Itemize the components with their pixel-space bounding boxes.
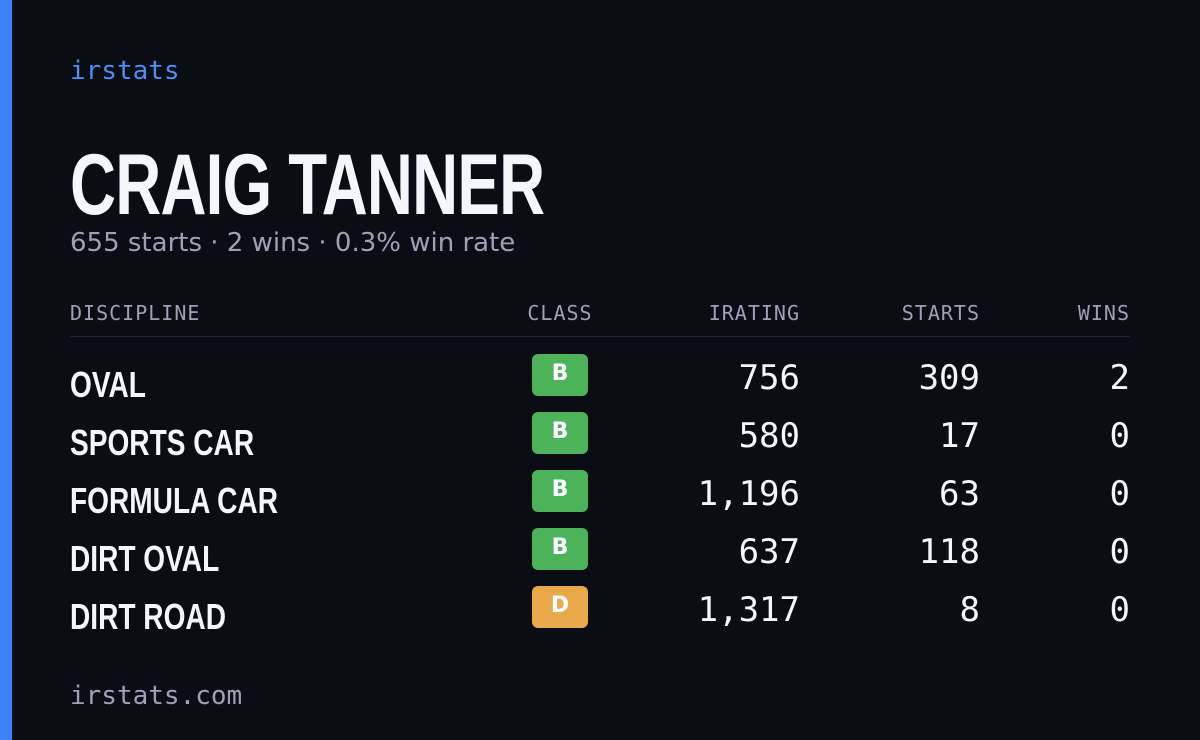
irating: 637 bbox=[738, 532, 800, 572]
discipline: DIRT OVAL bbox=[70, 538, 220, 579]
wins: 0 bbox=[1109, 590, 1130, 630]
column-header: STARTS bbox=[901, 301, 980, 325]
starts: 8 bbox=[959, 590, 980, 630]
class-badge: D bbox=[532, 586, 588, 628]
class-badge: B bbox=[532, 354, 588, 396]
class-badge: B bbox=[532, 528, 588, 570]
irating: 756 bbox=[738, 358, 800, 398]
starts: 17 bbox=[939, 416, 980, 456]
wins: 2 bbox=[1109, 358, 1130, 398]
brand: irstats bbox=[70, 56, 180, 86]
column-header: CLASS bbox=[527, 301, 593, 325]
header-rule bbox=[70, 336, 1130, 337]
footer-url: irstats.com bbox=[70, 681, 243, 711]
discipline: OVAL bbox=[70, 364, 146, 405]
accent-bar bbox=[0, 0, 12, 740]
wins: 0 bbox=[1109, 474, 1130, 514]
starts: 63 bbox=[939, 474, 980, 514]
discipline: DIRT ROAD bbox=[70, 596, 226, 637]
wins: 0 bbox=[1109, 532, 1130, 572]
irating: 580 bbox=[738, 416, 800, 456]
starts: 118 bbox=[918, 532, 980, 572]
column-header: IRATING bbox=[708, 301, 800, 325]
irating: 1,196 bbox=[697, 474, 800, 514]
driver-name: CRAIG TANNER bbox=[70, 137, 545, 233]
summary: 655 starts · 2 wins · 0.3% win rate bbox=[70, 228, 516, 258]
wins: 0 bbox=[1109, 416, 1130, 456]
class-badge: B bbox=[532, 412, 588, 454]
discipline: SPORTS CAR bbox=[70, 422, 255, 463]
column-header: WINS bbox=[1077, 301, 1130, 325]
discipline: FORMULA CAR bbox=[70, 480, 278, 521]
class-badge: B bbox=[532, 470, 588, 512]
irating: 1,317 bbox=[697, 590, 800, 630]
column-header: DISCIPLINE bbox=[70, 301, 201, 325]
starts: 309 bbox=[918, 358, 980, 398]
